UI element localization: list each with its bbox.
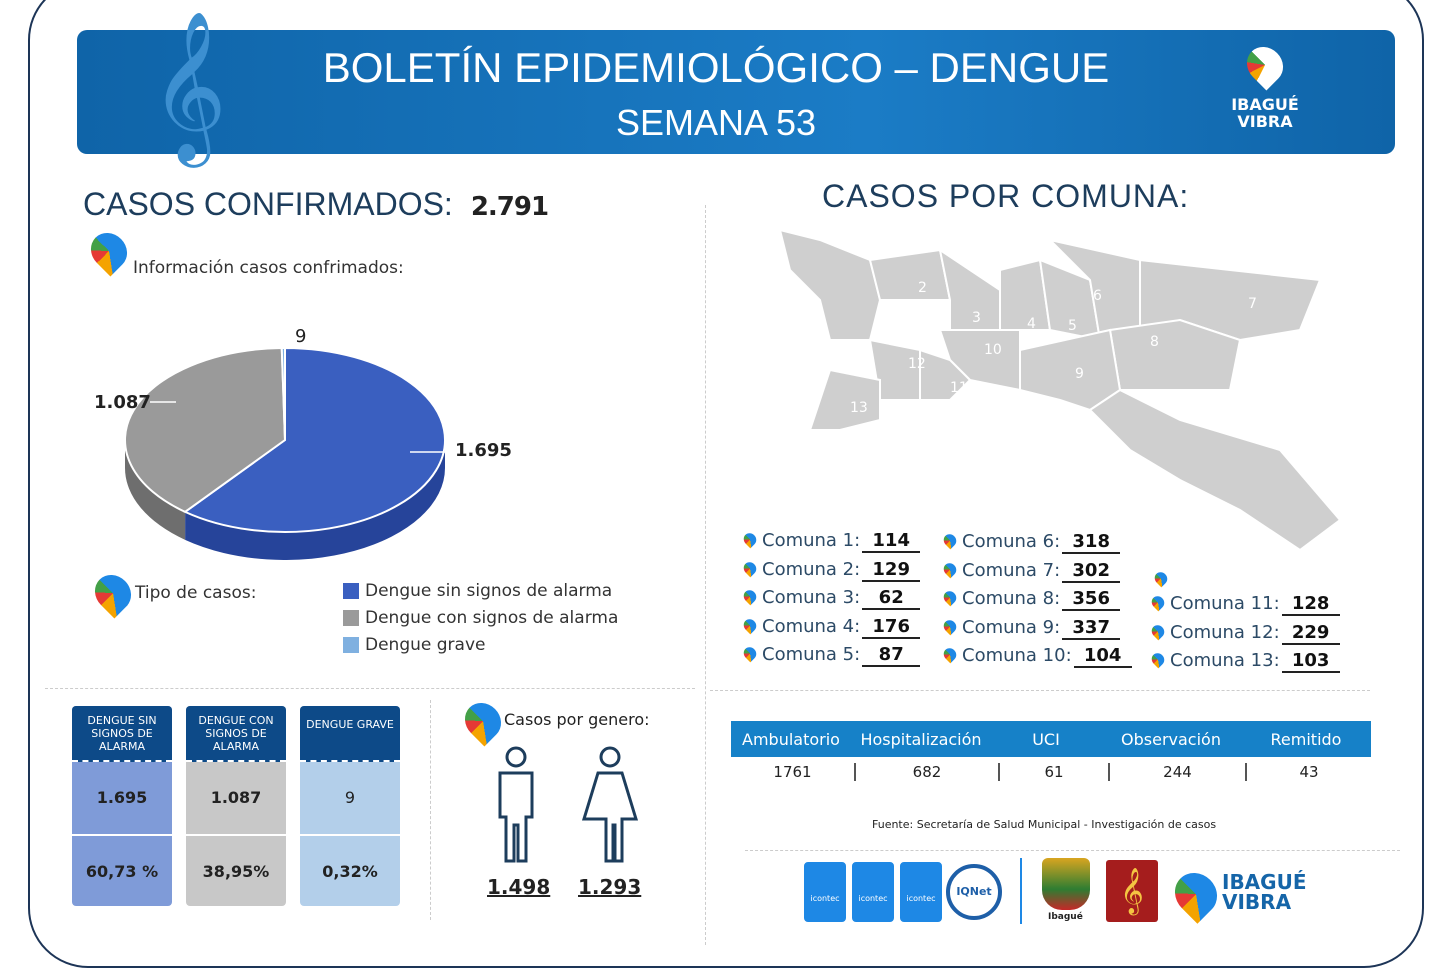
map-label: 10: [984, 342, 1002, 358]
comuna-item: Comuna 1: 114: [741, 530, 921, 553]
female-count: 1.293: [578, 875, 642, 899]
pin-icon: [741, 530, 759, 549]
comuna-item: Comuna 7: 302: [941, 560, 1121, 583]
page-subtitle: SEMANA 53: [615, 102, 817, 143]
pie-chart: [124, 346, 450, 560]
coat-of-arms-icon: [1042, 858, 1090, 910]
header-banner: BOLETÍN EPIDEMIOLÓGICO – DENGUE SEMANA 5…: [77, 30, 1395, 154]
map-label: 12: [908, 356, 926, 372]
source-note: Fuente: Secretaría de Salud Municipal - …: [872, 818, 1217, 831]
map-region-comuna-13: [808, 368, 881, 431]
comuna-item: Comuna 3: 62: [741, 587, 921, 610]
icontec-logo: icontec: [900, 862, 942, 922]
confirmed-value: 2.791: [470, 192, 549, 222]
confirmed-label: CASOS CONFIRMADOS:: [83, 186, 453, 222]
comuna-item: Comuna 12: 229: [1149, 622, 1340, 645]
brand-text: IBAGUÉ VIBRA: [1222, 870, 1307, 914]
gender-label: Casos por genero:: [504, 710, 650, 729]
pin-icon: [741, 644, 759, 663]
info-label: Información casos confrimados:: [133, 258, 404, 278]
pin-icon: [741, 587, 759, 606]
legend-item: Dengue con signos de alarma: [343, 605, 618, 632]
pin-icon: [1149, 622, 1167, 640]
pie-slice-2: [280, 346, 286, 441]
comuna-item: Comuna 9: 337: [941, 617, 1121, 640]
comuna-item: Comuna 5: 87: [741, 644, 921, 667]
page-title: BOLETÍN EPIDEMIOLÓGICO – DENGUE: [322, 44, 1110, 91]
map-label: 11: [950, 380, 968, 396]
page-frame: [28, 0, 1424, 968]
legend-item: Dengue grave: [343, 632, 618, 659]
type-column-grave: DENGUE GRAVE 9 0,32%: [300, 706, 400, 906]
treble-clef-icon: 𝄞: [150, 9, 227, 161]
male-icon: [498, 746, 534, 863]
pin-icon: [941, 560, 959, 578]
comuna-item: Comuna 2: 129: [741, 559, 921, 582]
comunas-title: CASOS POR COMUNA:: [822, 178, 1190, 214]
care-table: Ambulatorio Hospitalización UCI Observac…: [731, 721, 1371, 787]
map-region-comuna-3: [938, 247, 1001, 331]
comuna-item: Comuna 4: 176: [741, 616, 921, 639]
pie-slice-0: [183, 346, 446, 533]
map-label: 4: [1027, 316, 1036, 332]
legend-item: Dengue sin signos de alarma: [343, 578, 618, 605]
pin-icon: [941, 531, 959, 550]
brand-logo: IBAGUÉ VIBRA: [1225, 39, 1305, 130]
divider: [710, 690, 1370, 691]
pin-icon: [941, 645, 959, 664]
comuna-item: Comuna 11: 128: [1149, 593, 1340, 616]
pin-icon: [941, 588, 959, 607]
pie-label-grave: 9: [295, 326, 307, 347]
alcaldia-label: Ibagué: [1048, 912, 1083, 922]
pin-icon: [741, 559, 759, 577]
map-label: 13: [850, 400, 868, 416]
map-region-south: [1088, 388, 1342, 552]
type-column-sin: DENGUE SIN SIGNOS DE ALARMA 1.695 60,73 …: [72, 706, 172, 906]
map-label: 2: [918, 280, 927, 296]
confirmed-row: CASOS CONFIRMADOS: 2.791: [83, 186, 549, 223]
map-region-comuna-2: [868, 248, 952, 301]
map-region-comuna-10: [938, 329, 1021, 392]
pin-icon: [741, 616, 759, 634]
map-region-comuna-1: [778, 228, 882, 341]
comuna-item: Comuna 13: 103: [1149, 650, 1340, 673]
legend-title: Tipo de casos:: [135, 583, 257, 603]
divider: [45, 688, 695, 689]
divider: [430, 700, 431, 920]
pin-icon: [1149, 650, 1167, 669]
pin-icon: [1149, 593, 1167, 612]
map-label: 1: [900, 308, 909, 324]
map-label: 7: [1248, 296, 1257, 312]
pie-side-1: [125, 440, 186, 540]
comuna-item: Comuna 10: 104: [941, 645, 1132, 668]
care-table-header: Ambulatorio Hospitalización UCI Observac…: [731, 721, 1371, 757]
map-label: 3: [972, 310, 981, 326]
pin-icon: [1239, 39, 1291, 91]
divider: [1020, 858, 1022, 924]
map-label: 6: [1093, 288, 1102, 304]
map-region-comuna-9: [1019, 328, 1122, 412]
map-label: 5: [1068, 318, 1077, 334]
male-count: 1.498: [487, 875, 551, 899]
pie-slice-1: [124, 347, 287, 514]
comuna-item: Comuna 6: 318: [941, 531, 1121, 554]
female-icon: [582, 746, 639, 863]
divider: [745, 850, 1400, 851]
pin-icon: [941, 617, 959, 635]
pie-label-con: 1.087: [94, 392, 151, 413]
legend: Dengue sin signos de alarma Dengue con s…: [343, 578, 618, 659]
care-table-row: 1761 682 61 244 43: [731, 757, 1371, 787]
divider: [705, 205, 706, 945]
type-column-con: DENGUE CON SIGNOS DE ALARMA 1.087 38,95%: [186, 706, 286, 906]
iqnet-logo: IQNet: [946, 864, 1002, 920]
map-label: 8: [1150, 334, 1159, 350]
icontec-logo: icontec: [804, 862, 846, 922]
musical-city-logo: 𝄞: [1106, 860, 1158, 922]
pie-label-sin: 1.695: [455, 440, 512, 461]
map-label: 9: [1075, 366, 1084, 382]
comuna-item: Comuna 8: 356: [941, 588, 1121, 611]
icontec-logo: icontec: [852, 862, 894, 922]
